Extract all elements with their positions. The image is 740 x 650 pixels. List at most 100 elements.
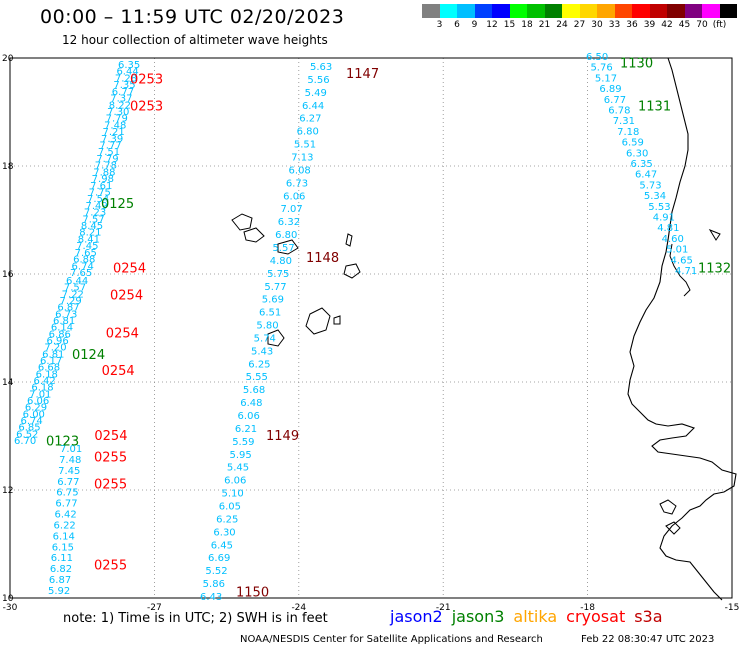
color-tick-label: 6 bbox=[454, 20, 460, 30]
wave-height-value: 6.15 bbox=[52, 542, 74, 553]
wave-height-value: 6.17 bbox=[40, 356, 62, 367]
wave-height-value: 6.06 bbox=[238, 411, 260, 422]
color-swatch bbox=[457, 4, 475, 18]
wave-height-value: 7.65 bbox=[70, 268, 92, 279]
wave-height-value: 6.22 bbox=[54, 520, 76, 531]
wave-height-value: 6.42 bbox=[34, 376, 56, 387]
wave-height-value: 6.81 bbox=[53, 316, 75, 327]
wave-height-value: 5.51 bbox=[294, 140, 316, 151]
wave-height-value: 4.71 bbox=[675, 266, 697, 277]
credit-line: NOAA/NESDIS Center for Satellite Applica… bbox=[240, 634, 543, 645]
wave-height-value: 6.21 bbox=[235, 424, 257, 435]
wave-height-value: 6.52 bbox=[16, 429, 38, 440]
color-tick-label: 15 bbox=[503, 20, 516, 30]
wave-height-value: 6.74 bbox=[21, 416, 43, 427]
lon-tick-label: -30 bbox=[3, 603, 18, 613]
wave-height-value: 6.59 bbox=[622, 138, 644, 149]
legend-jason3: jason3 bbox=[451, 607, 505, 626]
wave-height-value: 6.73 bbox=[286, 178, 308, 189]
lat-tick-label: 20 bbox=[2, 54, 14, 64]
pass-time-label: 0123 bbox=[46, 434, 79, 449]
wave-height-value: 5.57 bbox=[272, 243, 294, 254]
wave-height-value: 5.63 bbox=[310, 62, 332, 73]
chart-title: 00:00 – 11:59 UTC 02/20/2023 bbox=[40, 6, 345, 28]
wave-height-value: 6.69 bbox=[208, 553, 230, 564]
pass-time-label: 1150 bbox=[236, 586, 269, 601]
wave-height-value: 6.88 bbox=[73, 255, 95, 266]
wave-height-value: 6.06 bbox=[27, 396, 49, 407]
wave-height-value: 7.18 bbox=[617, 127, 639, 138]
wave-height-value: 6.77 bbox=[57, 477, 79, 488]
wave-height-value: 5.53 bbox=[648, 202, 670, 213]
pass-time-label: 0255 bbox=[94, 478, 127, 493]
lat-tick-label: 16 bbox=[2, 270, 14, 280]
wave-height-value: 6.44 bbox=[66, 276, 88, 287]
wave-height-value: 5.77 bbox=[264, 282, 286, 293]
wave-height-value: 6.25 bbox=[248, 359, 270, 370]
wave-height-value: 7.28 bbox=[115, 73, 137, 84]
wave-height-value: 6.89 bbox=[599, 84, 621, 95]
wave-height-value: 7.30 bbox=[107, 107, 129, 118]
wave-height-value: 6.06 bbox=[283, 191, 305, 202]
wave-height-value: 6.18 bbox=[31, 383, 53, 394]
wave-height-value: 8.41 bbox=[78, 234, 100, 245]
pass-time-label: 0254 bbox=[110, 289, 143, 304]
wave-height-value: 6.47 bbox=[635, 170, 657, 181]
color-swatch bbox=[509, 4, 527, 18]
legend-s3a: s3a bbox=[634, 607, 663, 626]
wave-height-value: 7.54 bbox=[87, 194, 109, 205]
wave-height-value: 7.48 bbox=[59, 455, 81, 466]
wave-height-value: 6.87 bbox=[57, 303, 79, 314]
wave-height-value: 6.11 bbox=[51, 553, 73, 564]
pass-time-label: 1149 bbox=[266, 429, 299, 444]
wave-height-value: 6.78 bbox=[608, 106, 630, 117]
pass-time-label: 1130 bbox=[620, 56, 653, 71]
wave-height-value: 6.50 bbox=[586, 52, 608, 63]
wave-height-value: 6.18 bbox=[36, 369, 58, 380]
lon-tick-label: -18 bbox=[580, 603, 595, 613]
color-tick-label: 24 bbox=[556, 20, 568, 30]
wave-height-value: 7.31 bbox=[613, 116, 635, 127]
wave-height-value: 6.75 bbox=[56, 488, 78, 499]
color-tick-label: 36 bbox=[626, 20, 638, 30]
wave-height-value: 7.98 bbox=[92, 174, 114, 185]
wave-height-value: 6.25 bbox=[216, 514, 238, 525]
wave-height-value: 8.45 bbox=[81, 221, 103, 232]
lat-tick-label: 12 bbox=[2, 486, 13, 496]
altimeter-tracks: 6.356.447.287.356.777.378.227.307.797.48… bbox=[14, 52, 731, 603]
wave-height-value: 7.78 bbox=[95, 161, 117, 172]
pass-time-label: 0254 bbox=[94, 429, 127, 444]
wave-height-value: 6.45 bbox=[211, 540, 233, 551]
color-swatch bbox=[719, 4, 737, 18]
pass-time-label: 0254 bbox=[106, 326, 139, 341]
pass-time-label: 0254 bbox=[102, 364, 135, 379]
wave-height-value: 7.29 bbox=[60, 296, 82, 307]
wave-height-value: 5.43 bbox=[251, 346, 273, 357]
wave-height-value: 6.06 bbox=[224, 476, 246, 487]
color-swatch bbox=[562, 4, 580, 18]
color-tick-label: 70 bbox=[696, 20, 708, 30]
generated-timestamp: Feb 22 08:30:47 UTC 2023 bbox=[581, 634, 715, 645]
wave-height-value: 6.44 bbox=[302, 101, 324, 112]
wave-height-value: 5.80 bbox=[256, 321, 278, 332]
axis-labels: 20 18 16 14 12 10-30 -27 -24 -21 -18 -15 bbox=[2, 54, 739, 613]
map-frame bbox=[9, 57, 733, 599]
wave-height-value: 6.14 bbox=[51, 323, 73, 334]
wave-height-value: 7.48 bbox=[104, 120, 126, 131]
color-swatch bbox=[492, 4, 510, 18]
wave-height-value: 6.30 bbox=[213, 527, 235, 538]
satellite-legend: jason2 jason3 altika cryosat s3a bbox=[390, 607, 672, 626]
wave-height-value: 6.87 bbox=[49, 575, 71, 586]
wave-height-value: 7.23 bbox=[84, 208, 106, 219]
wave-height-value: 6.35 bbox=[118, 60, 140, 71]
wave-height-value: 5.86 bbox=[203, 579, 225, 590]
wave-height-value: 7.49 bbox=[85, 201, 107, 212]
wave-height-value: 5.59 bbox=[232, 437, 254, 448]
color-swatch bbox=[684, 4, 702, 18]
wave-height-value: 5.95 bbox=[230, 450, 252, 461]
color-tick-label: 30 bbox=[591, 20, 603, 30]
wave-height-value: 5.45 bbox=[227, 463, 249, 474]
wave-height-value: 6.27 bbox=[299, 114, 321, 125]
wave-height-value: 7.79 bbox=[96, 154, 118, 165]
